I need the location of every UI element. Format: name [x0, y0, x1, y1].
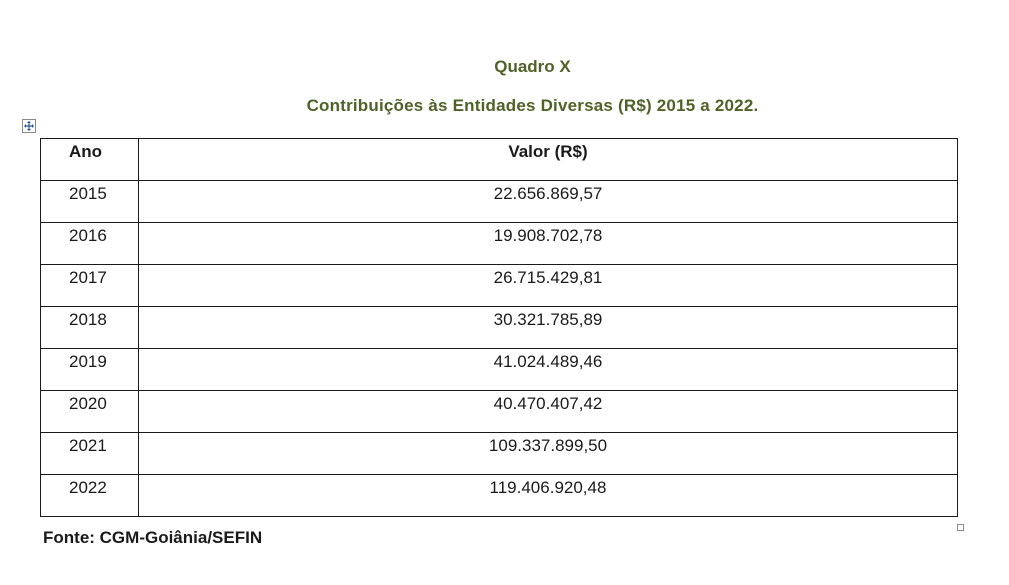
cell-valor-text: 119.406.920,48 [489, 478, 607, 497]
cell-valor-text: 40.470.407,42 [493, 394, 603, 413]
header-ano-label: Ano [69, 142, 103, 161]
table-row: 2017 26.715.429,81 [40, 264, 958, 307]
table-row: 2020 40.470.407,42 [40, 390, 958, 433]
contributions-table: Ano Valor (R$) 2015 22.656.869,57 2016 1… [40, 138, 958, 517]
cell-ano-text: 2018 [69, 310, 107, 329]
cell-ano-text: 2017 [69, 268, 107, 287]
cell-ano-text: 2015 [69, 184, 107, 203]
cell-valor: 119.406.920,48 [138, 474, 958, 517]
table-row: 2018 30.321.785,89 [40, 306, 958, 349]
cell-ano-text: 2019 [69, 352, 107, 371]
cell-ano: 2022 [40, 474, 139, 517]
header-valor: Valor (R$) [138, 138, 958, 181]
cell-valor: 109.337.899,50 [138, 432, 958, 475]
cell-valor-text: 30.321.785,89 [493, 310, 603, 329]
table-header-row: Ano Valor (R$) [40, 138, 958, 181]
cell-ano: 2021 [40, 432, 139, 475]
table-source-note: Fonte: CGM-Goiânia/SEFIN [43, 528, 263, 547]
table-caption-subtitle: Contribuições às Entidades Diversas (R$)… [306, 96, 759, 115]
header-valor-label: Valor (R$) [508, 142, 588, 161]
cell-ano-text: 2020 [69, 394, 107, 413]
cell-valor: 19.908.702,78 [138, 222, 958, 265]
move-arrows-icon [24, 121, 34, 131]
cell-ano: 2018 [40, 306, 139, 349]
cell-valor-text: 109.337.899,50 [488, 436, 608, 455]
cell-ano: 2015 [40, 180, 139, 223]
table-row: 2015 22.656.869,57 [40, 180, 958, 223]
table-caption-title: Quadro X [494, 57, 571, 76]
table-move-handle[interactable] [22, 119, 36, 133]
cell-ano: 2019 [40, 348, 139, 391]
cell-valor: 26.715.429,81 [138, 264, 958, 307]
cell-ano-text: 2016 [69, 226, 107, 245]
cell-ano: 2020 [40, 390, 139, 433]
cell-valor-text: 19.908.702,78 [493, 226, 603, 245]
cell-valor-text: 41.024.489,46 [493, 352, 603, 371]
cell-valor: 30.321.785,89 [138, 306, 958, 349]
cell-valor: 41.024.489,46 [138, 348, 958, 391]
table-row: 2019 41.024.489,46 [40, 348, 958, 391]
resize-handle-icon[interactable] [957, 524, 964, 531]
cell-ano-text: 2021 [69, 436, 107, 455]
table-row: 2021 109.337.899,50 [40, 432, 958, 475]
cell-ano-text: 2022 [69, 478, 107, 497]
cell-valor: 40.470.407,42 [138, 390, 958, 433]
cell-ano: 2016 [40, 222, 139, 265]
table-row: 2016 19.908.702,78 [40, 222, 958, 265]
table-row: 2022 119.406.920,48 [40, 474, 958, 517]
header-ano: Ano [40, 138, 139, 181]
cell-valor-text: 22.656.869,57 [493, 184, 603, 203]
cell-valor: 22.656.869,57 [138, 180, 958, 223]
cell-valor-text: 26.715.429,81 [493, 268, 603, 287]
cell-ano: 2017 [40, 264, 139, 307]
